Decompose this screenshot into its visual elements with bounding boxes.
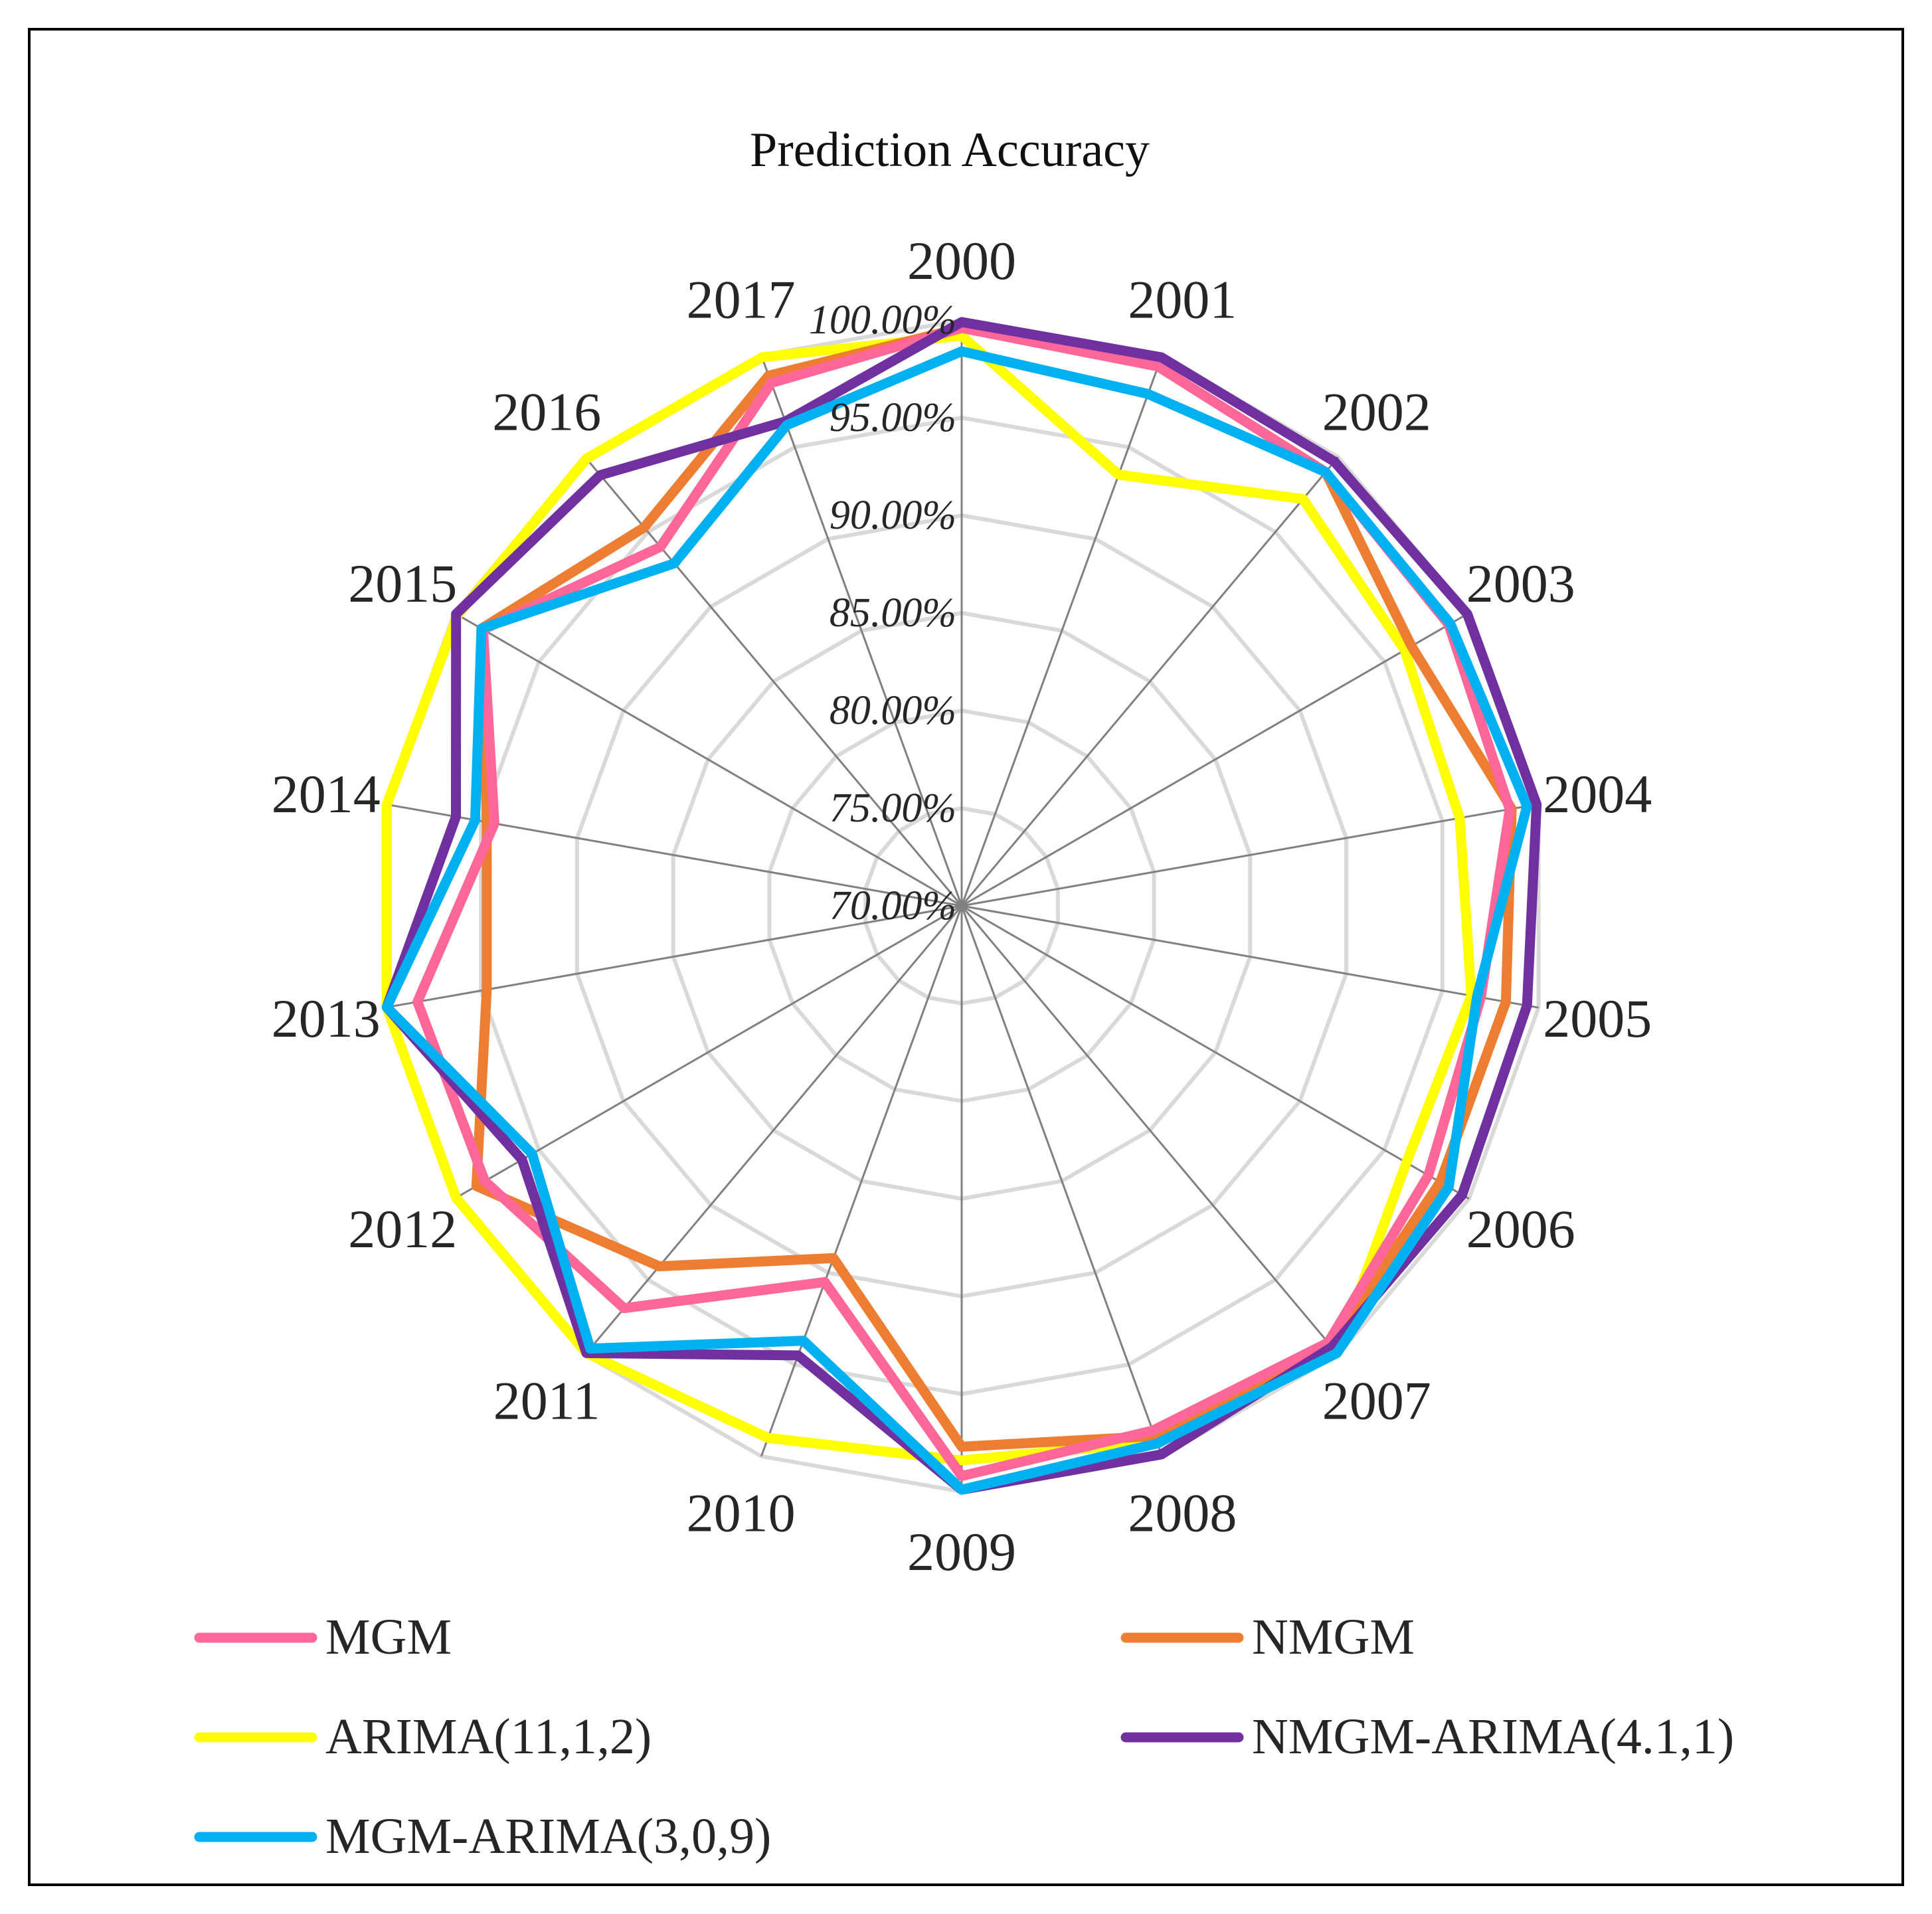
spoke-2011 [584, 905, 963, 1355]
spoke-2014 [385, 803, 962, 907]
category-label-2014: 2014 [272, 764, 381, 824]
spoke-2008 [960, 905, 1164, 1457]
tick-label-2: 80.00% [830, 688, 956, 733]
legend-label-2: ARIMA(11,1,2) [325, 1709, 652, 1765]
category-label-2013: 2013 [272, 988, 381, 1049]
spoke-2001 [960, 355, 1164, 907]
legend-label-1: NMGM [1252, 1609, 1415, 1665]
category-label-2003: 2003 [1466, 553, 1575, 614]
tick-label-1: 75.00% [830, 786, 956, 831]
radar-series [381, 317, 1542, 1495]
radar-tick-labels: 70.00% 75.00% 80.00% 85.00% 90.00% 95.00% 100.… [809, 298, 956, 928]
tick-label-5: 95.00% [830, 395, 956, 440]
tick-label-6: 100.00% [809, 298, 956, 343]
spoke-2012 [454, 905, 962, 1200]
tick-label-4: 90.00% [830, 493, 956, 538]
chart-title: Prediction Accuracy [750, 123, 1150, 177]
category-label-2017: 2017 [687, 270, 796, 330]
legend-label-4: MGM-ARIMA(3,0,9) [325, 1808, 771, 1864]
spoke-2005 [961, 905, 1539, 1009]
category-label-2010: 2010 [687, 1482, 796, 1543]
category-label-2012: 2012 [348, 1199, 457, 1259]
category-label-2005: 2005 [1543, 988, 1652, 1049]
spoke-2007 [960, 905, 1340, 1355]
category-label-2011: 2011 [493, 1371, 600, 1431]
category-label-2006: 2006 [1466, 1199, 1575, 1259]
category-label-2015: 2015 [348, 553, 457, 614]
spoke-2004 [961, 803, 1539, 907]
series-line-4 [381, 346, 1532, 1495]
category-label-2004: 2004 [1543, 764, 1652, 824]
spoke-2006 [961, 905, 1470, 1200]
spoke-2013 [385, 905, 962, 1009]
spoke-2010 [760, 905, 963, 1457]
legend-label-0: MGM [325, 1609, 452, 1665]
category-label-2002: 2002 [1322, 381, 1431, 442]
spoke-2015 [454, 612, 962, 907]
category-label-2007: 2007 [1322, 1371, 1431, 1431]
spoke-2003 [961, 612, 1470, 907]
category-label-2008: 2008 [1128, 1482, 1237, 1543]
radar-category-labels: 2000 2001 2002 2003 2004 2005 2006 2007 2008 2009… [272, 230, 1652, 1582]
spoke-2017 [760, 355, 963, 907]
chart-border [28, 28, 1904, 1886]
tick-label-0: 70.00% [830, 883, 956, 928]
spoke-2002 [960, 456, 1340, 907]
chart-legend: MGM NMGM ARIMA(11,1,2) NMGM-ARIMA(4.1,1) MGM… [194, 1609, 1734, 1864]
category-label-2016: 2016 [492, 381, 601, 442]
radar-spokes [385, 320, 1539, 1492]
category-label-2000: 2000 [907, 230, 1016, 291]
category-label-2001: 2001 [1128, 270, 1237, 330]
spoke-2016 [584, 456, 963, 907]
tick-label-3: 85.00% [830, 590, 956, 636]
legend-label-3: NMGM-ARIMA(4.1,1) [1252, 1709, 1734, 1765]
category-label-2009: 2009 [907, 1522, 1016, 1582]
